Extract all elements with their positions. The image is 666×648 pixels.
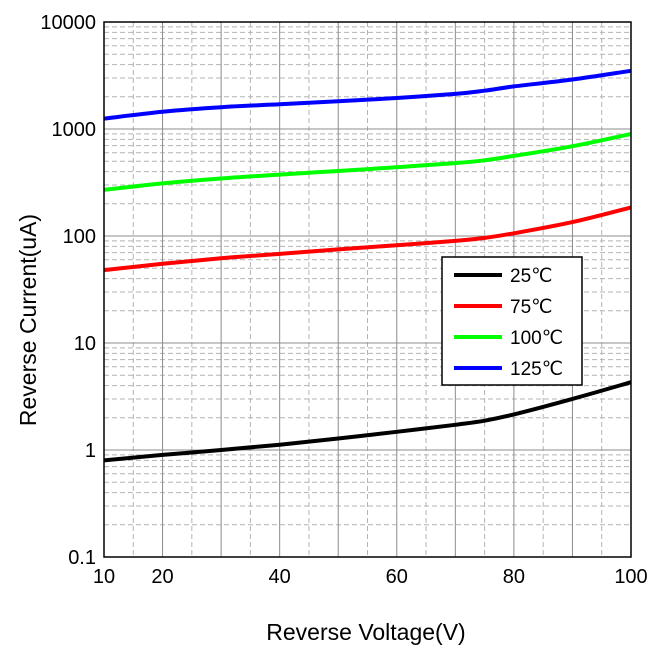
x-tick-label: 80 (503, 566, 525, 588)
minor-grid (104, 22, 631, 557)
y-tick-label: 1 (85, 440, 96, 462)
y-tick-label: 1000 (52, 119, 97, 141)
x-tick-label: 20 (151, 566, 173, 588)
series-layer (103, 68, 632, 463)
x-axis-title: Reverse Voltage(V) (266, 619, 465, 645)
legend-label: 75℃ (510, 297, 552, 318)
legend-box (441, 256, 583, 386)
series-line (103, 68, 632, 121)
series-line (103, 380, 632, 463)
x-tick-label: 40 (269, 566, 291, 588)
y-axis-title: Reverse Current(uA) (15, 214, 41, 426)
x-tick-labels: 10 20 40 60 80 100 (93, 566, 648, 588)
plot-frame (103, 21, 632, 558)
y-tick-labels: 0.1 1 10 100 1000 10000 (40, 12, 96, 569)
y-tick-label: 10000 (40, 12, 96, 34)
x-tick-label: 100 (614, 566, 647, 588)
x-tick-label: 10 (93, 566, 115, 588)
legend-label: 100℃ (510, 328, 563, 349)
legend-label: 125℃ (510, 359, 563, 380)
series-line (103, 205, 632, 273)
x-tick-label: 60 (386, 566, 408, 588)
legend-label: 25℃ (510, 266, 552, 287)
legend: 25℃ 75℃ 100℃ 125℃ (441, 256, 583, 386)
series-line (103, 131, 632, 192)
y-tick-label: 10 (74, 333, 96, 355)
y-tick-label: 0.1 (68, 547, 96, 569)
y-tick-label: 100 (63, 226, 96, 248)
